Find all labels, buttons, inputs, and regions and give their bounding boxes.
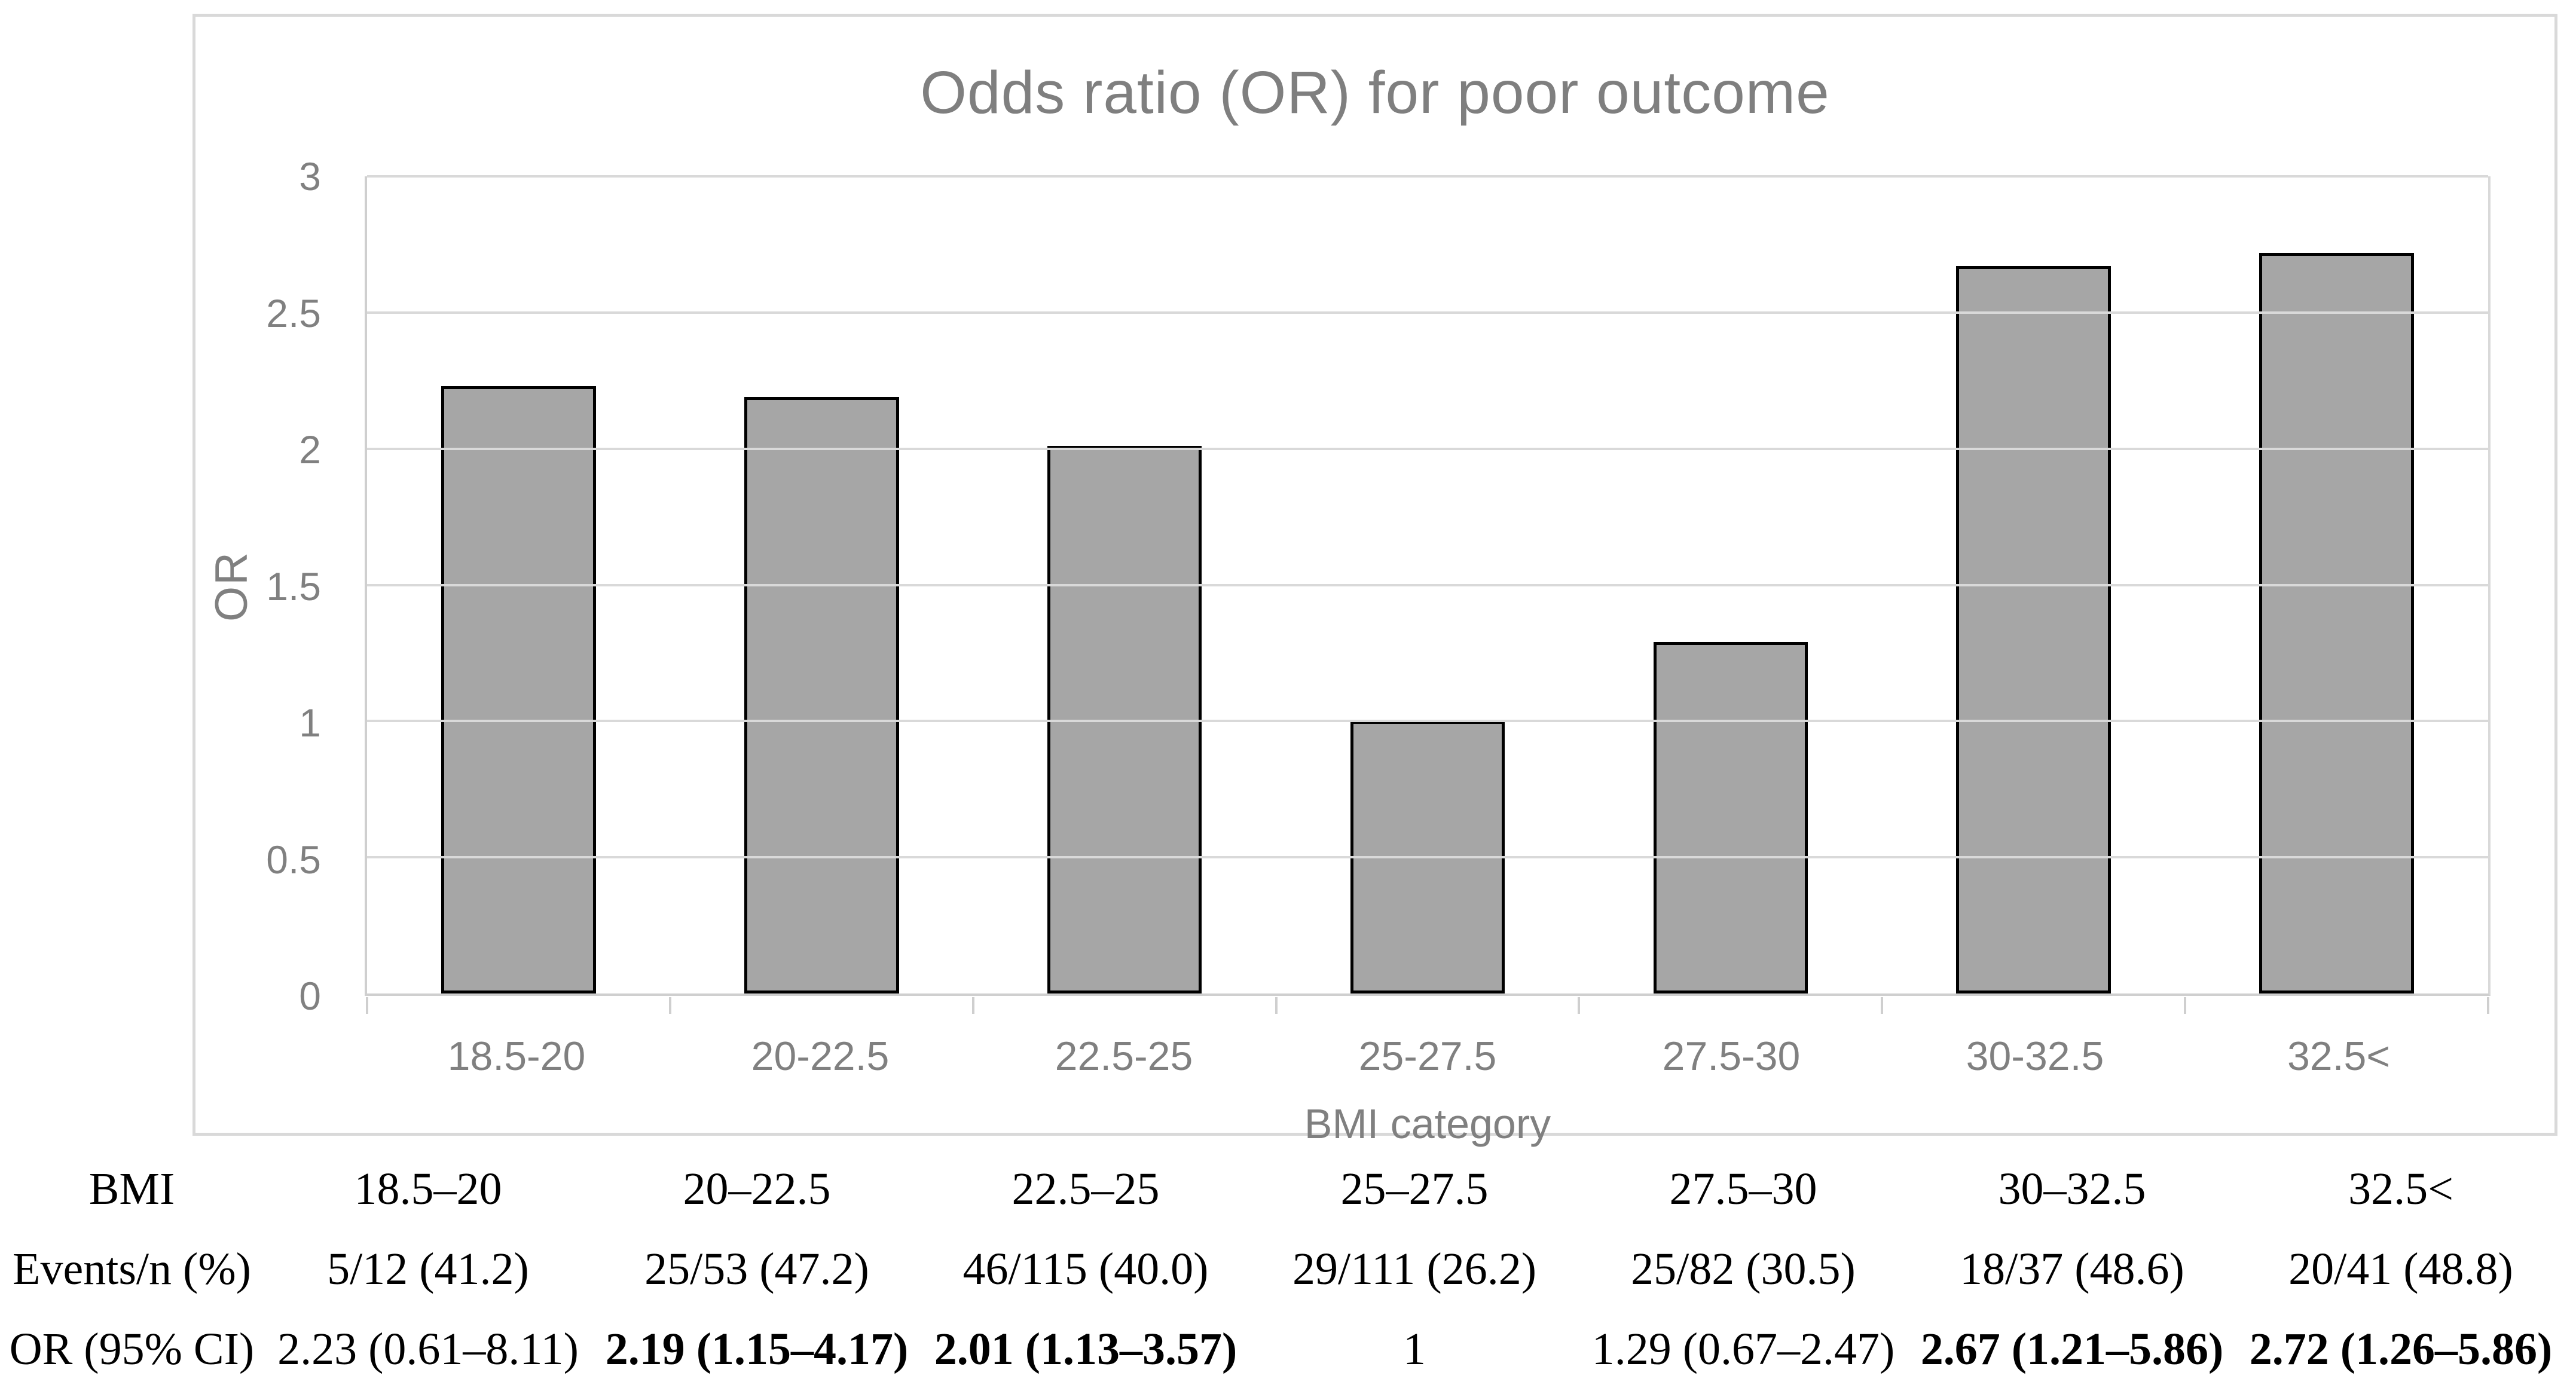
gridline [367, 447, 2488, 450]
gridline [367, 856, 2488, 859]
summary-table: BMI 18.5–20 20–22.5 22.5–25 25–27.5 27.5–30 30… [0, 1151, 2576, 1391]
bar-chart-frame: Odds ratio (OR) for poor outcome OR 0 0.5… [192, 14, 2557, 1147]
y-tick-label: 0 [299, 974, 321, 1018]
x-tick-label: 27.5-30 [1662, 1034, 1801, 1079]
bar-22.5-25 [1047, 446, 1202, 993]
y-tick-label: 1.5 [266, 564, 321, 609]
bar-30-32.5 [1956, 266, 2111, 993]
table-row: BMI 18.5–20 20–22.5 22.5–25 25–27.5 27.5–30 30… [0, 1151, 2565, 1227]
y-tick-label: 2 [299, 427, 321, 472]
x-tick-label: 18.5-20 [447, 1034, 586, 1079]
x-tick-mark [2487, 997, 2489, 1014]
bar-32.5< [2259, 252, 2414, 993]
table-cell: 2.23 (0.61–8.11) [277, 1323, 579, 1374]
table-cell: 5/12 (41.2) [327, 1243, 529, 1294]
table-cell: 18/37 (48.6) [1960, 1243, 2184, 1294]
y-tick-label: 2.5 [266, 291, 321, 335]
table-cell: 46/115 (40.0) [962, 1243, 1209, 1294]
bar-slot [1882, 176, 2185, 993]
x-tick-mark [2184, 997, 2187, 1014]
table-cell: 29/111 (26.2) [1292, 1243, 1537, 1294]
bar-slot [973, 176, 1276, 993]
y-tick-label: 0.5 [266, 837, 321, 882]
bar-18.5-20 [441, 386, 596, 993]
table-cell: 1 [1403, 1323, 1426, 1374]
bar-20-22.5 [744, 397, 899, 993]
x-tick-mark [366, 997, 368, 1014]
table-cell: 20–22.5 [683, 1163, 831, 1214]
chart-title: Odds ratio (OR) for poor outcome [920, 59, 1830, 126]
x-tick-mark [668, 997, 671, 1014]
y-tick-label: 1 [299, 701, 321, 745]
x-axis-title: BMI category [1304, 1100, 1551, 1147]
x-tick-mark [1275, 997, 1278, 1014]
table-cell: 32.5< [2348, 1163, 2453, 1214]
gridline [367, 583, 2488, 586]
table-cell: 2.67 (1.21–5.86) [1920, 1323, 2224, 1374]
table-cell: 2.19 (1.15–4.17) [605, 1323, 909, 1374]
bar-slot [670, 176, 973, 993]
table-cell: 30–32.5 [1998, 1163, 2146, 1214]
gridline [367, 175, 2488, 178]
table-row: OR (95% CI) 2.23 (0.61–8.11) 2.19 (1.15–4.… [0, 1311, 2565, 1387]
y-tick-labels: 0 0.5 1 1.5 2 2.5 3 [195, 154, 362, 1018]
x-tick-label: 20-22.5 [751, 1034, 890, 1079]
bar-series [367, 176, 2488, 993]
table-cell: 25/53 (47.2) [644, 1243, 869, 1294]
table-cell: 1.29 (0.67–2.47) [1591, 1323, 1895, 1374]
table-row-label: BMI [88, 1163, 175, 1214]
x-tick-mark [971, 997, 974, 1014]
table-row-label: Events/n (%) [13, 1243, 251, 1294]
table-cell: 20/41 (48.8) [2288, 1243, 2513, 1294]
bar-slot [1579, 176, 1882, 993]
table-cell: 18.5–20 [354, 1163, 502, 1214]
table-cell: 2.01 (1.13–3.57) [934, 1323, 1237, 1374]
gridline [367, 720, 2488, 723]
x-tick-label: 30-32.5 [1966, 1034, 2104, 1079]
table-cell: 25/82 (30.5) [1631, 1243, 1856, 1294]
bar-slot [367, 176, 670, 993]
x-tick-label: 22.5-25 [1055, 1034, 1193, 1079]
y-tick-label: 3 [299, 154, 321, 198]
table-cell: 2.72 (1.26–5.86) [2249, 1323, 2553, 1374]
plot-area [365, 175, 2491, 1014]
x-tick-mark [1881, 997, 1884, 1014]
table-row: Events/n (%) 5/12 (41.2) 25/53 (47.2) 46/11… [0, 1231, 2565, 1307]
gridline [367, 311, 2488, 314]
table-cell: 25–27.5 [1340, 1163, 1489, 1214]
x-tick-labels: 18.5-20 20-22.5 22.5-25 25-27.5 27.5-30 30-32… [365, 1033, 2491, 1080]
x-tick-label: 32.5< [2287, 1034, 2391, 1079]
bar-slot [2185, 176, 2488, 993]
bar-27.5-30 [1653, 642, 1808, 993]
table-row-label: OR (95% CI) [9, 1323, 255, 1374]
x-tick-label: 25-27.5 [1358, 1034, 1497, 1079]
x-tick-mark [1578, 997, 1581, 1014]
table-cell: 22.5–25 [1012, 1163, 1160, 1214]
table-cell: 27.5–30 [1669, 1163, 1817, 1214]
